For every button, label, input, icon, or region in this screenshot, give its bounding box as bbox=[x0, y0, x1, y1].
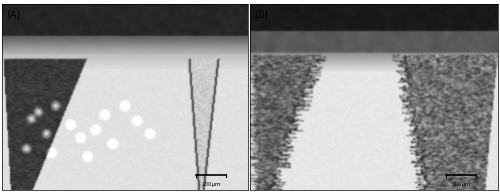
Text: (B): (B) bbox=[254, 10, 268, 19]
Text: 100μm: 100μm bbox=[202, 182, 221, 187]
Text: (A): (A) bbox=[6, 10, 20, 19]
Text: 100μm: 100μm bbox=[451, 182, 470, 187]
